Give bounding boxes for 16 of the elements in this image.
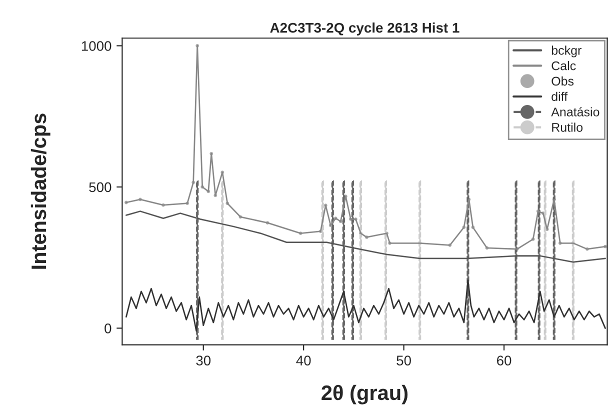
x-axis-title: 2θ (grau)	[322, 384, 408, 404]
legend-label: Rutilo	[552, 122, 583, 132]
legend-label: bckgr	[552, 46, 582, 58]
x-tick-label: 40	[296, 356, 311, 366]
y-tick-label: 1000	[82, 41, 112, 51]
y-axis-title: Intensidade/cps	[30, 114, 50, 269]
y-tick-label: 0	[104, 324, 112, 334]
x-tick-label: 60	[497, 356, 512, 366]
legend-label: Calc	[552, 61, 576, 70]
legend-label: Obs	[552, 76, 574, 86]
legend-label: diff	[552, 92, 568, 102]
legend-label: Anatásio	[551, 107, 600, 116]
x-tick-label: 30	[196, 356, 211, 366]
x-tick-label: 50	[396, 356, 411, 366]
chart-title: A2C3T3-2Q cycle 2613 Hist 1	[270, 22, 460, 36]
y-tick-label: 500	[89, 182, 112, 192]
